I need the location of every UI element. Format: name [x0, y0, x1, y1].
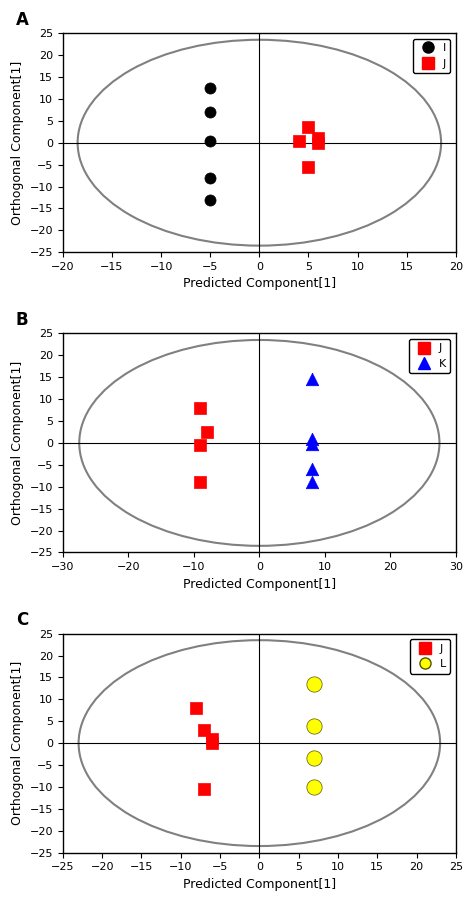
Point	[305, 120, 312, 134]
X-axis label: Predicted Component[1]: Predicted Component[1]	[183, 577, 336, 591]
Point	[207, 133, 214, 148]
Y-axis label: Orthogonal Component[1]: Orthogonal Component[1]	[11, 361, 24, 525]
Point	[308, 462, 316, 476]
Point	[209, 732, 216, 746]
Legend: I, J: I, J	[412, 39, 450, 73]
Point	[310, 676, 318, 691]
Point	[197, 475, 204, 490]
Text: B: B	[16, 311, 28, 329]
Point	[201, 723, 208, 737]
Point	[201, 782, 208, 796]
X-axis label: Predicted Component[1]: Predicted Component[1]	[183, 278, 336, 290]
Point	[315, 135, 322, 150]
Y-axis label: Orthogonal Component[1]: Orthogonal Component[1]	[11, 661, 24, 825]
Point	[308, 373, 316, 387]
Point	[197, 437, 204, 452]
Point	[308, 431, 316, 446]
Text: A: A	[16, 11, 28, 29]
Point	[197, 400, 204, 415]
Point	[207, 81, 214, 96]
Point	[315, 131, 322, 145]
Point	[295, 133, 302, 148]
X-axis label: Predicted Component[1]: Predicted Component[1]	[183, 878, 336, 891]
Legend: J, L: J, L	[410, 640, 450, 674]
Point	[207, 192, 214, 207]
Point	[308, 475, 316, 490]
Point	[310, 718, 318, 732]
Point	[209, 736, 216, 750]
Point	[203, 425, 211, 439]
Point	[207, 105, 214, 119]
Point	[207, 170, 214, 185]
Point	[193, 701, 201, 715]
Point	[305, 160, 312, 174]
Y-axis label: Orthogonal Component[1]: Orthogonal Component[1]	[11, 60, 24, 225]
Point	[310, 751, 318, 766]
Legend: J, K: J, K	[409, 339, 450, 373]
Text: C: C	[16, 612, 28, 630]
Point	[308, 437, 316, 451]
Point	[310, 779, 318, 794]
